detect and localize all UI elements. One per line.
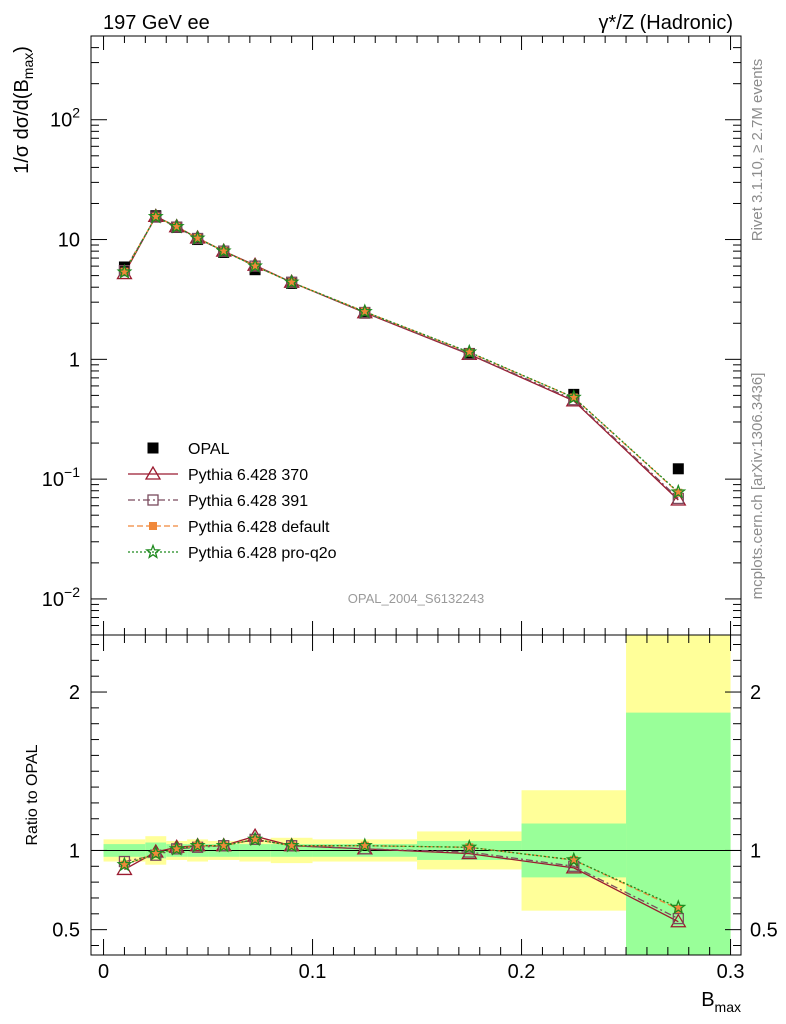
mcplots-label: mcplots.cern.ch [arXiv:1306.3436] <box>749 373 766 600</box>
ratio-point-pdefault <box>193 841 202 850</box>
x-tick-label: 0.3 <box>717 961 745 983</box>
point-p391 <box>359 306 371 319</box>
ratio-point-pq2o <box>116 856 133 872</box>
point-pdefault <box>251 262 260 271</box>
ratio-point-pdefault <box>120 860 129 869</box>
main-y-tick-label: 10−2 <box>42 584 80 611</box>
ratio-point-pdefault <box>287 841 296 850</box>
point-pq2o <box>168 218 185 234</box>
point-pq2o <box>283 273 300 289</box>
ratio-y-tick-label-left: 0.5 <box>52 920 80 942</box>
point-pq2o <box>461 343 478 359</box>
ratio-point-pq2o <box>565 851 582 867</box>
legend-marker-opal <box>147 442 159 454</box>
legend-label-p370: Pythia 6.428 370 <box>188 467 308 484</box>
legend: OPAL Pythia 6.428 370 Pythia 6.428 391 Pyth… <box>128 441 337 562</box>
point-opal <box>672 463 684 475</box>
legend-marker-p370 <box>144 465 162 480</box>
legend-marker-p391 <box>147 494 159 506</box>
ratio-point-pdefault <box>219 841 228 850</box>
ratio-y-tick-label-right: 0.5 <box>750 920 778 942</box>
point-pdefault <box>287 278 296 287</box>
ratio-point-pq2o <box>356 837 373 853</box>
point-pdefault <box>674 488 683 497</box>
ratio-y-axis-label: Ratio to OPAL <box>24 744 41 845</box>
ratio-point-pdefault <box>360 841 369 850</box>
point-pdefault <box>360 307 369 316</box>
ratio-point-pq2o <box>461 838 478 854</box>
ratio-point-p370 <box>565 859 582 874</box>
point-pdefault <box>172 222 181 231</box>
legend-marker-pq2o <box>145 543 161 559</box>
ratio-point-pq2o <box>670 899 687 915</box>
point-pq2o <box>147 208 164 224</box>
legend-label-pdefault: Pythia 6.428 default <box>188 519 330 536</box>
point-pq2o <box>670 483 687 499</box>
ratio-y-tick-label-right: 2 <box>750 682 761 704</box>
point-pdefault <box>569 393 578 402</box>
ratio-y-tick-label-left: 2 <box>69 682 80 704</box>
ratio-point-pq2o <box>168 840 185 856</box>
ratio-point-pq2o <box>283 837 300 853</box>
point-pdefault <box>120 267 129 276</box>
ratio-line-pdefault <box>124 838 679 910</box>
ratio-frame <box>90 634 742 956</box>
x-axis-label: Bmax <box>701 989 741 1015</box>
x-tick-label: 0.2 <box>508 961 536 983</box>
point-pq2o <box>189 229 206 245</box>
series-line-p391 <box>123 216 679 499</box>
main-y-tick-label: 10 <box>58 230 80 252</box>
point-pdefault <box>193 233 202 242</box>
point-pq2o <box>356 303 373 319</box>
point-pq2o <box>565 389 582 405</box>
main-y-tick-label: 102 <box>50 105 80 132</box>
ratio-y-tick-label-right: 1 <box>750 840 761 862</box>
point-pdefault <box>465 348 474 357</box>
legend-label-p391: Pythia 6.428 391 <box>188 493 308 510</box>
rivet-label: Rivet 3.1.10, ≥ 2.7M events <box>749 59 766 242</box>
ratio-point-pdefault <box>674 905 683 914</box>
point-pq2o <box>116 263 133 279</box>
ratio-point-p370 <box>670 913 687 928</box>
ratio-point-pq2o <box>247 831 263 847</box>
ratio-band-inner <box>626 712 731 955</box>
point-pq2o <box>247 257 263 273</box>
ratio-point-pdefault <box>251 835 260 844</box>
header-right-title: γ*/Z (Hadronic) <box>599 12 733 34</box>
analysis-watermark: OPAL_2004_S6132243 <box>348 591 484 606</box>
point-p391 <box>171 221 183 233</box>
point-pdefault <box>219 247 228 256</box>
ratio-panel: 0 0.1 0.2 0.30.5 0.51 12 2 Ratio to OPAL Bmax <box>24 634 778 1015</box>
ratio-point-pdefault <box>172 844 181 853</box>
ratio-point-p391 <box>672 912 684 925</box>
ratio-point-pdefault <box>465 843 474 852</box>
x-tick-label: 0 <box>98 961 109 983</box>
legend-label-opal: OPAL <box>188 441 230 458</box>
header-left-title: 197 GeV ee <box>103 12 210 34</box>
ratio-y-tick-label-left: 1 <box>69 840 80 862</box>
main-panel: 10−2 10−1 1 10 102 OPAL_2004_S6132243 1/σ dσ… <box>11 35 742 636</box>
ratio-point-pdefault <box>569 855 578 864</box>
point-pq2o <box>215 242 232 258</box>
point-pdefault <box>151 212 160 221</box>
point-p370 <box>670 491 687 506</box>
main-y-tick-label: 1 <box>69 349 80 371</box>
x-tick-label: 0.1 <box>299 961 327 983</box>
ratio-point-pdefault <box>151 849 160 858</box>
legend-marker-pdefault <box>149 522 157 530</box>
ratio-point-pq2o <box>215 837 232 853</box>
main-y-tick-label: 10−1 <box>42 464 80 491</box>
legend-label-pq2o: Pythia 6.428 pro-q2o <box>188 545 337 562</box>
main-y-axis-label: 1/σ dσ/d(Bmax) <box>11 46 36 174</box>
ratio-point-pq2o <box>147 845 164 861</box>
ratio-point-pq2o <box>189 837 206 853</box>
